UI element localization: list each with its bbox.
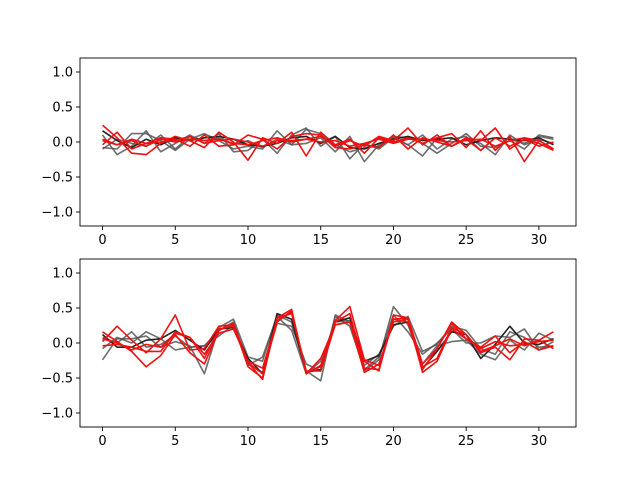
series-line-3 <box>102 132 554 163</box>
y-tick-label: 0.5 <box>52 302 73 317</box>
y-tick-label: 0.0 <box>52 337 73 352</box>
x-tick-label: 30 <box>531 434 548 449</box>
y-tick-label: −0.5 <box>41 372 73 387</box>
x-tick-label: 15 <box>312 434 329 449</box>
x-tick-label: 5 <box>171 233 179 248</box>
y-tick-label: −1.0 <box>41 407 73 422</box>
series-line-7 <box>102 311 554 374</box>
x-tick-label: 30 <box>531 233 548 248</box>
y-tick-label: −1.0 <box>41 206 73 221</box>
x-tick-label: 0 <box>98 434 106 449</box>
x-tick-label: 5 <box>171 434 179 449</box>
series-line-8 <box>102 309 554 375</box>
subplot-top: 0 5 10 15 20 25 30 1.0 0.5 0.0 −0.5 −1.0 <box>41 57 577 248</box>
x-tick-label: 20 <box>385 434 402 449</box>
y-tick-label: 1.0 <box>52 267 73 282</box>
y-tick-label: 1.0 <box>52 66 73 81</box>
x-tick-label: 20 <box>385 233 402 248</box>
series-line-6 <box>101 305 554 379</box>
x-tick-label: 10 <box>240 434 257 449</box>
x-tick-label: 10 <box>240 233 257 248</box>
series-line-4 <box>102 130 554 150</box>
series-line-8 <box>102 135 554 150</box>
x-tick-label: 25 <box>458 233 475 248</box>
series-line-5 <box>102 124 554 163</box>
y-tick-label: 0.5 <box>52 101 73 116</box>
subplot-bottom: 0 5 10 15 20 25 30 1.0 0.5 0.0 −0.5 −1.0 <box>41 258 577 449</box>
x-tick-label: 0 <box>98 233 106 248</box>
y-tick-label: −0.5 <box>41 171 73 186</box>
y-tick-label: 0.0 <box>52 136 73 151</box>
x-tick-label: 25 <box>458 434 475 449</box>
x-tick-label: 15 <box>312 233 329 248</box>
